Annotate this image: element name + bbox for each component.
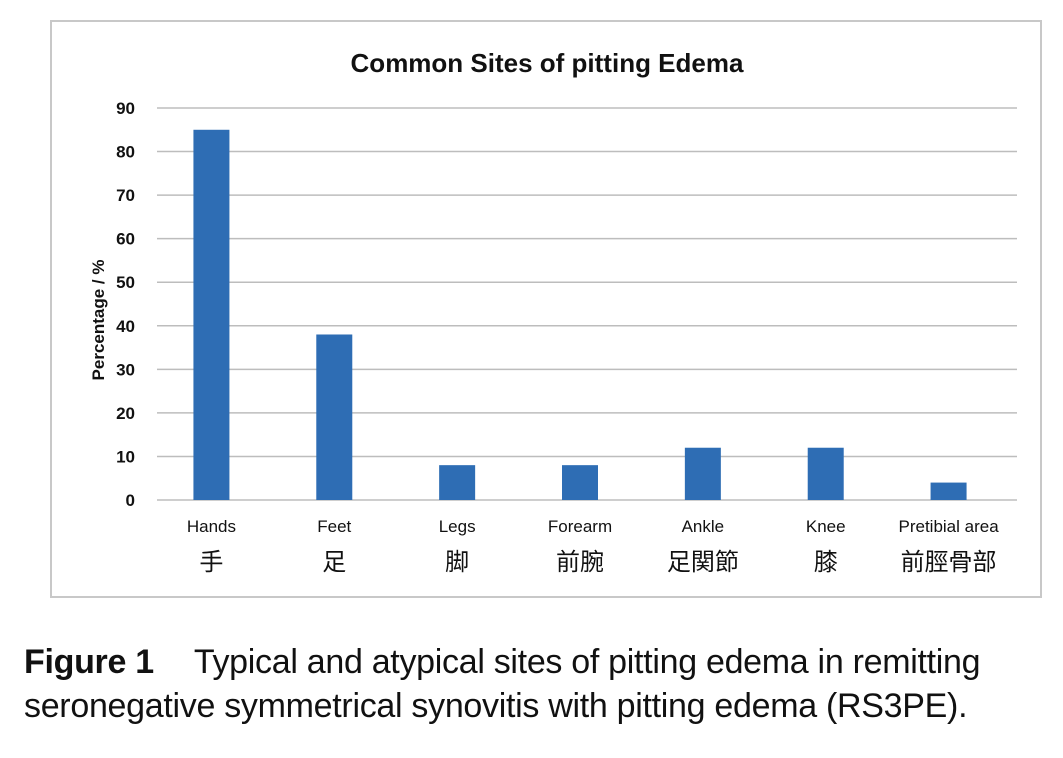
figure-caption: Figure 1 Typical and atypical sites of pi… — [24, 640, 1054, 728]
grid-lines — [157, 107, 1017, 501]
y-tick-label: 30 — [116, 360, 135, 379]
x-tick-label: Forearm — [548, 517, 612, 536]
x-tick-label-jp: 前腕 — [556, 548, 604, 576]
chart-frame: Common Sites of pitting Edema Percentage… — [50, 20, 1042, 598]
x-tick-label: Hands — [187, 517, 236, 536]
chart-title: Common Sites of pitting Edema — [351, 48, 744, 78]
x-tick-label: Feet — [317, 517, 351, 536]
y-tick-label: 40 — [116, 317, 135, 336]
bar-chart: Common Sites of pitting Edema Percentage… — [89, 48, 1017, 576]
x-tick-label-jp: 手 — [199, 548, 223, 576]
x-tick-label-jp: 前脛骨部 — [901, 548, 997, 576]
x-tick-label-jp: 脚 — [445, 548, 469, 576]
bar-feet — [316, 334, 353, 500]
y-tick-label: 20 — [116, 404, 135, 423]
x-tick-label: Pretibial area — [898, 517, 999, 536]
y-tick-labels: 0 10 20 30 40 50 60 70 80 90 — [116, 99, 135, 510]
bar-knee — [807, 447, 844, 500]
y-tick-label: 60 — [116, 230, 135, 249]
bars — [193, 129, 967, 500]
y-axis-label: Percentage / % — [89, 260, 108, 381]
bar-legs — [439, 465, 476, 500]
x-tick-label: Ankle — [682, 517, 725, 536]
y-tick-label: 70 — [116, 186, 135, 205]
figure-label: Figure 1 — [24, 643, 154, 681]
y-tick-label: 50 — [116, 273, 135, 292]
x-tick-label-jp: 膝 — [814, 548, 838, 576]
y-tick-label: 90 — [116, 99, 135, 118]
bar-forearm — [562, 465, 598, 500]
figure-caption-text: Typical and atypical sites of pitting ed… — [24, 643, 981, 725]
x-tick-label-jp: 足関節 — [667, 548, 739, 576]
x-tick-label: Knee — [806, 517, 846, 536]
x-tick-label: Legs — [439, 517, 476, 536]
x-tick-label-jp: 足 — [322, 548, 346, 576]
y-tick-label: 10 — [116, 447, 135, 466]
bar-ankle — [684, 447, 721, 500]
y-tick-label: 80 — [116, 143, 135, 162]
bar-hands — [193, 129, 230, 500]
x-tick-labels: Hands 手 Feet 足 Legs 脚 Forearm 前腕 Ankle 足関節 Knee 膝 Pr… — [187, 517, 999, 576]
bar-pretibial-area — [930, 482, 967, 500]
y-tick-label: 0 — [126, 491, 135, 510]
